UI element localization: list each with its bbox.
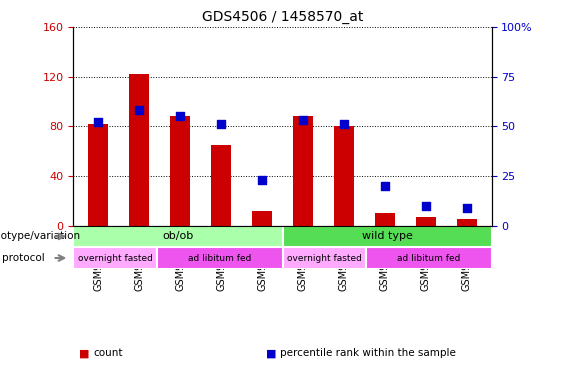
- Text: wild type: wild type: [362, 232, 412, 242]
- Bar: [129, 74, 149, 226]
- Bar: [293, 116, 313, 226]
- Text: ad libitum fed: ad libitum fed: [188, 253, 251, 263]
- Bar: [416, 217, 436, 226]
- Point: [421, 203, 431, 209]
- Point: [176, 113, 185, 119]
- Bar: [88, 124, 108, 226]
- Bar: [457, 219, 477, 226]
- Text: ad libitum fed: ad libitum fed: [397, 253, 460, 263]
- Point: [380, 183, 389, 189]
- Text: percentile rank within the sample: percentile rank within the sample: [280, 348, 455, 358]
- Point: [134, 107, 144, 113]
- Text: protocol: protocol: [2, 253, 45, 263]
- Bar: [211, 145, 231, 226]
- Bar: [73, 247, 157, 269]
- Bar: [73, 226, 282, 247]
- Bar: [282, 226, 492, 247]
- Text: genotype/variation: genotype/variation: [0, 232, 81, 242]
- Bar: [282, 247, 366, 269]
- Bar: [334, 126, 354, 226]
- Bar: [170, 116, 190, 226]
- Point: [340, 121, 349, 127]
- Point: [94, 119, 103, 125]
- Point: [258, 177, 267, 183]
- Point: [462, 205, 471, 211]
- Text: ■: ■: [266, 348, 276, 358]
- Bar: [366, 247, 492, 269]
- Bar: [252, 211, 272, 226]
- Text: overnight fasted: overnight fasted: [78, 253, 153, 263]
- Bar: [157, 247, 282, 269]
- Text: ■: ■: [79, 348, 90, 358]
- Text: ob/ob: ob/ob: [162, 232, 194, 242]
- Point: [216, 121, 225, 127]
- Text: count: count: [93, 348, 123, 358]
- Bar: [375, 213, 396, 226]
- Text: overnight fasted: overnight fasted: [287, 253, 362, 263]
- Point: [298, 117, 307, 123]
- Title: GDS4506 / 1458570_at: GDS4506 / 1458570_at: [202, 10, 363, 25]
